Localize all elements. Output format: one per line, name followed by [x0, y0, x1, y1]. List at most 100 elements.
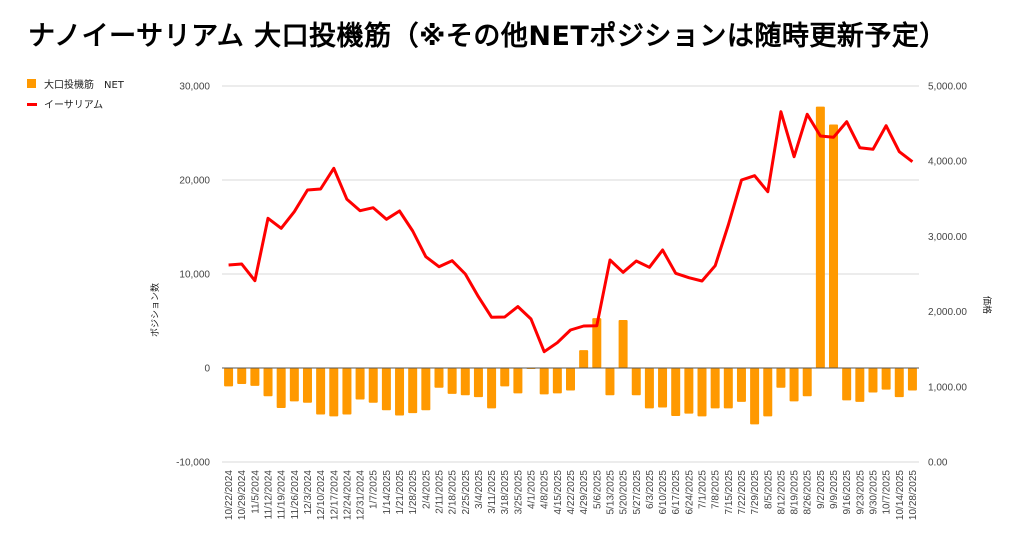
bar	[907, 368, 917, 391]
bar	[855, 368, 865, 402]
bar	[224, 368, 234, 387]
bar	[421, 368, 431, 411]
bar	[368, 368, 378, 403]
x-tick-label: 9/16/2025	[842, 470, 853, 515]
bar	[868, 368, 878, 393]
legend-swatch-bar	[27, 79, 36, 88]
x-tick-label: 3/4/2025	[474, 470, 485, 509]
x-tick-label: 2/18/2025	[448, 470, 459, 515]
price-line	[228, 110, 914, 354]
bar	[355, 368, 365, 400]
bar	[566, 368, 575, 391]
x-tick-label: 12/31/2024	[356, 470, 367, 520]
x-tick-label: 5/6/2025	[592, 470, 603, 509]
right-tick-label: 2,000.00	[928, 307, 967, 318]
bar	[723, 368, 733, 409]
x-tick-label: 8/26/2025	[803, 470, 814, 515]
bar	[329, 368, 339, 417]
bar	[395, 368, 405, 416]
x-tick-label: 1/21/2025	[395, 470, 406, 515]
right-tick-label: 0.00	[928, 458, 948, 469]
legend-label-line: イーサリアム	[44, 99, 103, 111]
x-tick-label: 7/29/2025	[750, 470, 761, 515]
x-tick-label: 12/10/2024	[316, 470, 327, 520]
right-tick-label: 1,000.00	[928, 382, 967, 393]
bar	[710, 368, 720, 409]
bar	[539, 368, 549, 395]
bar	[592, 318, 602, 368]
bar	[434, 368, 444, 388]
x-tick-label: 4/29/2025	[579, 470, 590, 515]
bar-series	[224, 106, 917, 425]
x-tick-label: 3/11/2025	[487, 470, 498, 514]
x-tick-label: 11/5/2024	[250, 470, 261, 514]
bar	[671, 368, 681, 416]
bar	[447, 368, 457, 394]
legend-swatch-line	[27, 103, 37, 106]
x-tick-label: 7/1/2025	[698, 470, 709, 509]
left-tick-label: 10,000	[179, 270, 210, 281]
x-tick-label: 3/18/2025	[500, 470, 511, 515]
bar	[276, 368, 286, 408]
left-tick-label: 20,000	[179, 176, 210, 187]
bar	[631, 368, 641, 396]
x-tick-label: 8/5/2025	[763, 470, 774, 509]
line-series	[228, 110, 914, 354]
x-tick-label: 12/24/2024	[342, 470, 353, 520]
x-tick-label: 1/7/2025	[369, 470, 380, 509]
x-axis-ticks: 10/22/2024 10/29/2024 11/5/2024 11/12/2024 1…	[224, 470, 919, 520]
bar	[263, 368, 273, 397]
right-tick-label: 3,000.00	[928, 232, 967, 243]
bar	[881, 368, 891, 390]
x-tick-label: 9/2/2025	[816, 470, 827, 509]
x-tick-label: 4/8/2025	[540, 470, 551, 509]
bar	[605, 368, 615, 396]
bar	[829, 124, 839, 368]
x-tick-label: 9/23/2025	[855, 470, 866, 515]
left-tick-label: -10,000	[176, 458, 210, 469]
bar	[302, 368, 312, 403]
x-tick-label: 6/10/2025	[658, 470, 669, 515]
bar	[473, 368, 483, 398]
x-tick-label: 8/19/2025	[790, 470, 801, 515]
x-tick-label: 5/27/2025	[632, 470, 643, 515]
left-axis-title: ポジション数	[149, 283, 161, 337]
left-tick-label: 0	[204, 364, 210, 375]
x-tick-label: 10/14/2025	[895, 470, 906, 520]
x-tick-label: 2/11/2025	[434, 470, 445, 514]
bar	[763, 368, 773, 417]
right-tick-label: 5,000.00	[928, 82, 967, 93]
bar	[237, 368, 247, 384]
bar	[618, 320, 628, 368]
bar	[460, 368, 470, 396]
x-tick-label: 4/22/2025	[566, 470, 577, 515]
bar	[802, 368, 812, 397]
x-tick-label: 4/15/2025	[553, 470, 564, 515]
legend-label-bar: 大口投機筋 NET	[44, 78, 125, 91]
bar	[250, 368, 260, 386]
bar	[658, 368, 668, 408]
x-tick-label: 8/12/2025	[776, 470, 787, 515]
x-tick-label: 3/25/2025	[513, 470, 524, 515]
x-tick-label: 11/12/2024	[264, 470, 275, 520]
x-tick-label: 11/19/2024	[277, 470, 288, 520]
right-axis-ticks: 0.00 1,000.00 2,000.00 3,000.00 4,000.00 5,00…	[928, 82, 967, 469]
left-tick-label: 30,000	[179, 82, 210, 93]
x-tick-label: 2/4/2025	[421, 470, 432, 509]
chart-title: ナノイーサリアム 大口投機筋（※その他NETポジションは随時更新予定）	[28, 21, 947, 52]
gridlines	[222, 85, 919, 463]
x-tick-label: 5/13/2025	[605, 470, 616, 515]
bar	[815, 106, 825, 369]
bar	[500, 368, 510, 387]
x-tick-label: 10/29/2024	[237, 470, 248, 520]
x-tick-label: 10/22/2024	[224, 470, 235, 520]
x-tick-label: 2/25/2025	[461, 470, 472, 515]
bar	[381, 368, 391, 411]
x-tick-label: 9/30/2025	[868, 470, 879, 515]
bar	[776, 368, 786, 388]
x-tick-label: 4/1/2025	[527, 470, 538, 509]
x-tick-label: 1/14/2025	[382, 470, 393, 515]
bar	[697, 368, 707, 417]
bar	[579, 350, 589, 368]
